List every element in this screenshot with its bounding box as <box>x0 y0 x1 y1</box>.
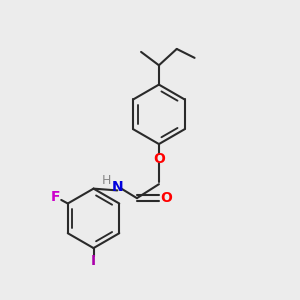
Text: I: I <box>91 254 96 268</box>
Text: N: N <box>112 180 123 194</box>
Text: H: H <box>102 174 112 187</box>
Text: O: O <box>160 191 172 205</box>
Text: F: F <box>51 190 61 204</box>
Text: O: O <box>153 152 165 166</box>
